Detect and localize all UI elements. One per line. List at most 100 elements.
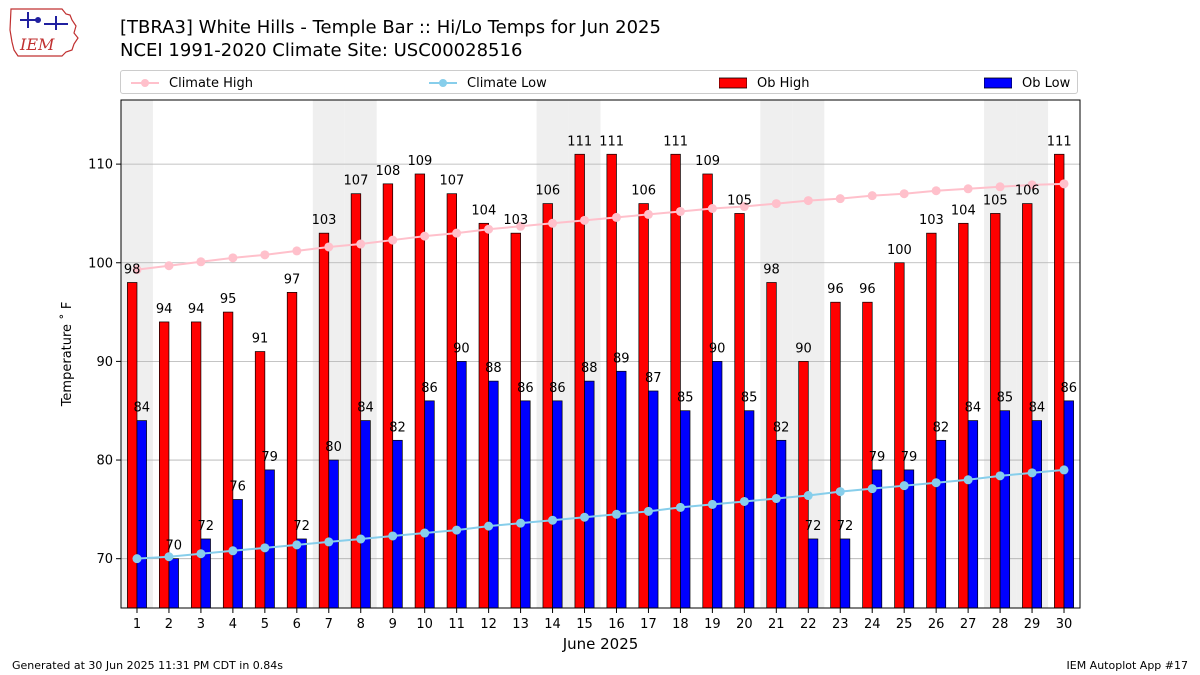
label-ob-high-12: 104 (471, 203, 496, 218)
legend-swatch-ob-low (984, 77, 1012, 89)
bar-ob-low-10 (424, 400, 435, 609)
label-ob-high-22: 90 (795, 341, 812, 356)
x-tick-label-26: 26 (928, 617, 945, 632)
bar-ob-high-23 (830, 301, 841, 609)
bar-ob-high-6 (286, 291, 298, 609)
x-tick-label-3: 3 (197, 617, 205, 632)
label-ob-low-20: 85 (741, 391, 758, 406)
x-tick-label-4: 4 (229, 617, 237, 632)
legend-label-climate-high: Climate High (169, 75, 254, 91)
point-climate-high-13 (516, 221, 526, 231)
x-axis-label: June 2025 (562, 635, 639, 653)
x-tick-label-17: 17 (640, 617, 657, 632)
label-ob-low-16: 89 (613, 351, 630, 366)
bar-ob-low-20 (743, 410, 755, 609)
x-tick-label-23: 23 (832, 617, 849, 632)
point-climate-low-7 (324, 537, 334, 547)
bar-ob-low-7 (328, 459, 339, 609)
bar-ob-low-1 (136, 420, 147, 609)
point-climate-high-14 (548, 218, 558, 228)
x-tick-label-7: 7 (325, 617, 333, 632)
label-ob-low-5: 79 (261, 450, 278, 465)
bar-ob-low-26 (935, 439, 947, 609)
point-climate-high-2 (164, 261, 174, 271)
bar-ob-high-12 (478, 222, 489, 609)
bar-ob-low-12 (488, 380, 499, 609)
point-climate-high-15 (580, 215, 590, 225)
bar-ob-low-29 (1031, 420, 1042, 609)
legend-swatch-climate-low (429, 79, 457, 87)
label-ob-low-18: 85 (677, 391, 694, 406)
x-tick-label-27: 27 (960, 617, 977, 632)
label-ob-high-3: 94 (188, 302, 205, 317)
point-climate-high-25 (899, 189, 909, 199)
legend-label-climate-low: Climate Low (467, 75, 547, 91)
bar-ob-low-14 (552, 400, 563, 609)
point-climate-high-10 (420, 231, 430, 241)
bar-ob-low-17 (648, 390, 659, 609)
y-tick-label-90: 90 (96, 355, 113, 370)
label-ob-low-21: 82 (773, 420, 790, 435)
label-ob-high-27: 104 (951, 203, 976, 218)
bar-ob-high-3 (190, 321, 202, 609)
point-climate-high-24 (867, 191, 877, 201)
label-ob-low-1: 84 (134, 401, 151, 416)
point-climate-low-15 (580, 512, 590, 522)
label-ob-low-19: 90 (709, 341, 726, 356)
label-ob-low-24: 79 (869, 450, 886, 465)
point-climate-low-19 (707, 499, 717, 509)
bar-ob-low-13 (520, 400, 531, 609)
label-ob-high-16: 111 (599, 134, 624, 149)
bar-ob-low-8 (360, 420, 371, 609)
point-climate-low-16 (611, 509, 621, 519)
bar-ob-high-25 (894, 262, 905, 609)
x-tick-label-9: 9 (389, 617, 397, 632)
point-climate-high-16 (611, 212, 621, 222)
legend-swatch-climate-high (131, 79, 159, 87)
point-climate-high-6 (292, 246, 302, 256)
label-ob-high-26: 103 (919, 213, 944, 228)
point-climate-high-28 (995, 182, 1005, 192)
chart-subtitle: NCEI 1991-2020 Climate Site: USC00028516 (120, 40, 523, 61)
bar-ob-high-28 (990, 213, 1001, 609)
bar-ob-high-14 (542, 203, 553, 609)
point-climate-high-26 (931, 186, 941, 196)
bar-ob-low-9 (392, 439, 403, 609)
x-tick-label-13: 13 (512, 617, 529, 632)
label-ob-high-7: 103 (312, 213, 337, 228)
label-ob-low-26: 82 (933, 420, 950, 435)
x-tick-label-18: 18 (672, 617, 689, 632)
bar-ob-high-11 (446, 193, 457, 609)
bar-ob-high-18 (670, 153, 681, 609)
point-climate-low-29 (1027, 468, 1037, 478)
bar-ob-high-9 (382, 183, 394, 609)
y-tick-label-110: 110 (88, 158, 113, 173)
label-ob-low-11: 90 (453, 341, 470, 356)
label-ob-low-8: 84 (357, 401, 374, 416)
label-ob-high-13: 103 (503, 213, 528, 228)
bar-ob-high-16 (606, 153, 617, 609)
bar-ob-low-23 (839, 538, 851, 609)
x-tick-label-1: 1 (133, 617, 141, 632)
bar-ob-low-22 (807, 538, 819, 609)
label-ob-high-1: 98 (124, 262, 141, 277)
label-ob-high-18: 111 (663, 134, 688, 149)
point-climate-low-9 (388, 531, 398, 541)
point-climate-high-27 (963, 184, 973, 194)
label-ob-high-23: 96 (827, 282, 844, 297)
point-climate-low-18 (675, 502, 685, 512)
label-ob-low-3: 72 (197, 519, 214, 534)
data-labels: 98 84 94 70 94 72 95 76 91 79 97 72 103 80 107 84 108 82 1… (124, 134, 1077, 553)
bar-ob-low-2 (168, 558, 179, 609)
bar-ob-high-5 (254, 351, 266, 609)
point-climate-low-11 (452, 525, 462, 535)
label-ob-low-10: 86 (421, 381, 438, 396)
y-tick-label-80: 80 (96, 454, 113, 469)
x-tick-label-30: 30 (1056, 617, 1073, 632)
chart-legend: Climate High Climate Low Ob High Ob Low (120, 70, 1078, 94)
point-climate-high-3 (196, 257, 206, 267)
x-tick-label-21: 21 (768, 617, 785, 632)
point-climate-low-27 (963, 475, 973, 485)
point-climate-low-30 (1059, 465, 1069, 475)
